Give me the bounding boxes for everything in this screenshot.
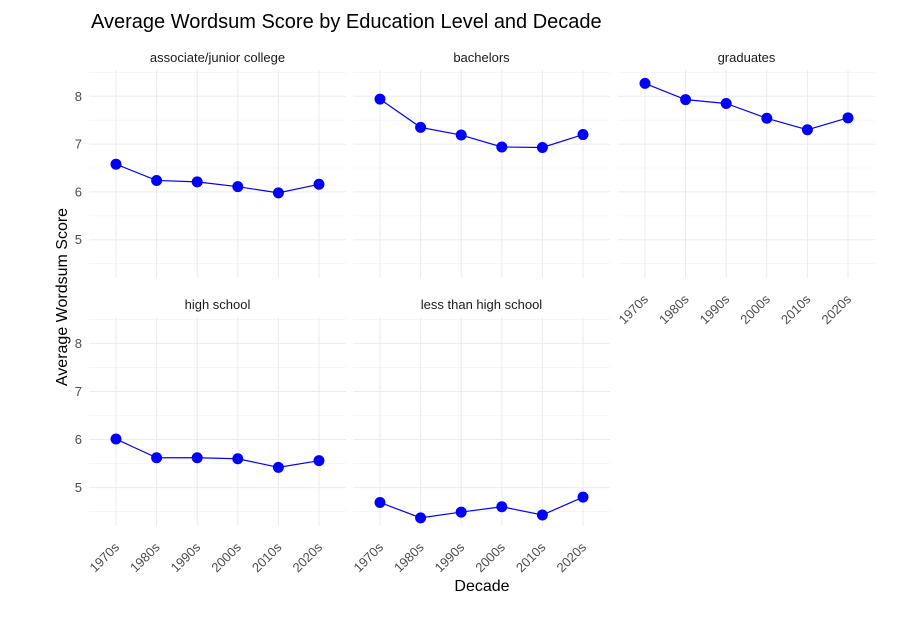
- facet-label: bachelors: [453, 50, 510, 65]
- x-tick-label: 2020s: [553, 539, 589, 575]
- y-tick-label: 5: [75, 232, 82, 247]
- data-point: [639, 77, 651, 89]
- facet-label: associate/junior college: [150, 50, 285, 65]
- data-point: [720, 97, 732, 109]
- facet-panel: high school 5 6 7 8 1970s 1980s 1990s 2000s 2010s…: [75, 297, 346, 575]
- data-point: [110, 433, 122, 445]
- data-point: [232, 181, 244, 193]
- series-line: [644, 82, 849, 131]
- data-point: [415, 121, 427, 133]
- data-point: [496, 141, 508, 153]
- data-point: [536, 509, 548, 521]
- data-point: [110, 158, 122, 170]
- series-line: [379, 496, 584, 519]
- series-line: [115, 438, 320, 468]
- facet-panels: associate/junior college 5 6 7 8 bachelors gra…: [75, 50, 875, 575]
- y-tick-label: 6: [75, 432, 82, 447]
- data-point: [536, 141, 548, 153]
- x-tick-label: 1970s: [350, 539, 386, 575]
- x-tick-label: 2000s: [737, 291, 773, 327]
- x-tick-label: 1980s: [656, 291, 692, 327]
- y-tick-label: 8: [75, 89, 82, 104]
- data-point: [313, 455, 325, 467]
- data-point: [374, 496, 386, 508]
- data-point: [455, 129, 467, 141]
- data-point: [842, 112, 854, 124]
- data-point: [761, 112, 773, 124]
- x-tick-label: 1990s: [697, 291, 733, 327]
- data-point: [577, 491, 589, 503]
- data-point: [191, 452, 203, 464]
- data-point: [496, 501, 508, 513]
- y-tick-label: 5: [75, 480, 82, 495]
- y-tick-label: 8: [75, 336, 82, 351]
- x-tick-label: 2020s: [818, 291, 854, 327]
- data-point: [151, 174, 163, 186]
- x-tick-label: 1980s: [391, 539, 427, 575]
- data-point: [577, 129, 589, 141]
- data-point: [801, 124, 813, 136]
- facet-label: high school: [185, 297, 251, 312]
- facet-panel: less than high school 1970s 1980s 1990s 2000…: [350, 297, 610, 575]
- x-tick-label: 1970s: [86, 539, 122, 575]
- facet-panel: bachelors: [353, 50, 610, 278]
- y-tick-label: 6: [75, 184, 82, 199]
- x-tick-label: 2000s: [208, 539, 244, 575]
- facet-panel: associate/junior college 5 6 7 8: [75, 50, 346, 278]
- facet-label: less than high school: [421, 297, 543, 312]
- data-point: [415, 512, 427, 524]
- series-line: [379, 98, 584, 149]
- x-tick-label: 1990s: [168, 539, 204, 575]
- y-axis-title: Average Wordsum Score: [54, 208, 71, 386]
- x-tick-label: 1990s: [432, 539, 468, 575]
- y-tick-label: 7: [75, 384, 82, 399]
- data-point: [272, 461, 284, 473]
- x-tick-label: 2010s: [513, 539, 549, 575]
- data-point: [313, 178, 325, 190]
- x-tick-label: 2020s: [289, 539, 325, 575]
- series-line: [115, 163, 320, 194]
- data-point: [680, 94, 692, 106]
- data-point: [151, 452, 163, 464]
- data-point: [374, 93, 386, 105]
- x-tick-label: 2000s: [472, 539, 508, 575]
- x-tick-label: 2010s: [249, 539, 285, 575]
- data-point: [272, 187, 284, 199]
- x-tick-label: 1970s: [615, 291, 651, 327]
- x-axis-title: Decade: [454, 578, 509, 595]
- x-tick-label: 2010s: [778, 291, 814, 327]
- x-tick-label: 1980s: [127, 539, 163, 575]
- facet-label: graduates: [718, 50, 776, 65]
- facet-panel: graduates 1970s 1980s 1990s 2000s 2010s 2020s: [615, 50, 875, 327]
- data-point: [191, 176, 203, 188]
- data-point: [232, 453, 244, 465]
- data-point: [455, 506, 467, 518]
- y-tick-label: 7: [75, 137, 82, 152]
- chart-title: Average Wordsum Score by Education Level…: [91, 11, 602, 33]
